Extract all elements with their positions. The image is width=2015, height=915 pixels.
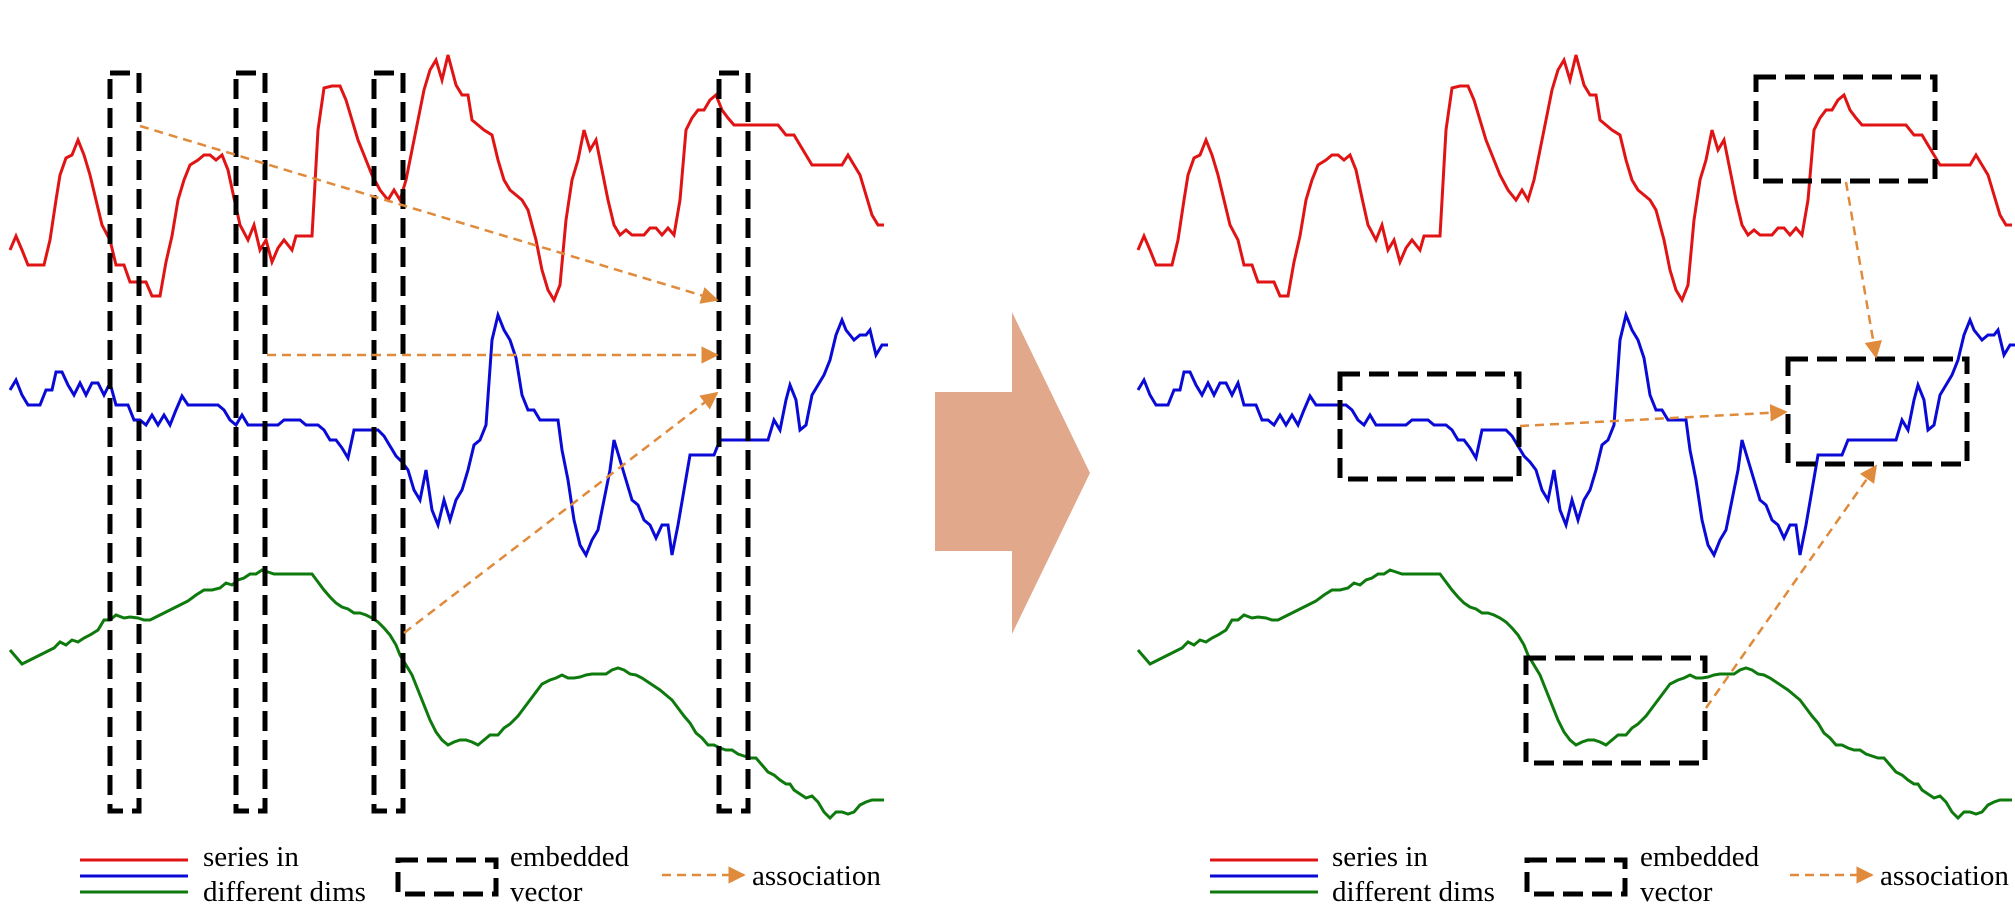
legend-embedded-label-1: embedded bbox=[1640, 841, 1760, 873]
blue-series-line bbox=[1136, 310, 2015, 559]
embedding-box bbox=[371, 70, 406, 814]
legend-series-label-1: series in bbox=[1332, 841, 1428, 873]
right-embedding-boxes bbox=[1337, 74, 1970, 766]
legend-series-label-2: different dims bbox=[1332, 876, 1495, 908]
embedding-box bbox=[716, 70, 751, 814]
embedding-box bbox=[1523, 655, 1708, 766]
green-series-line bbox=[1136, 568, 2012, 821]
embedding-boxes bbox=[107, 70, 751, 814]
association-arrow bbox=[1844, 181, 1882, 359]
legend-embedded-label-2: vector bbox=[1640, 876, 1713, 908]
embedding-box bbox=[1785, 356, 1970, 467]
right-panel bbox=[1136, 54, 2015, 821]
legend-left: series in different dims embedded vector… bbox=[80, 841, 881, 908]
legend-embedding-box bbox=[395, 857, 499, 897]
association-arrow bbox=[139, 124, 719, 304]
association-arrow bbox=[1519, 404, 1788, 428]
embedding-box bbox=[1753, 74, 1938, 184]
legend-association-label: association bbox=[752, 860, 881, 892]
transition-arrow bbox=[935, 312, 1090, 634]
right-association-arrows bbox=[1519, 181, 1882, 709]
red-series-line bbox=[8, 54, 884, 304]
legend-series-label-1: series in bbox=[203, 841, 299, 873]
legend-right: series in different dims embedded vector… bbox=[1210, 841, 2009, 908]
blue-series-line bbox=[8, 310, 888, 559]
embedding-box bbox=[1337, 371, 1522, 482]
legend-association-label: association bbox=[1880, 860, 2009, 892]
legend-embedding-box bbox=[1524, 857, 1628, 897]
association-arrow bbox=[1704, 464, 1878, 709]
association-arrow bbox=[403, 391, 719, 634]
legend-series-label-2: different dims bbox=[203, 876, 366, 908]
association-arrows bbox=[139, 124, 719, 634]
embedding-box bbox=[107, 70, 142, 814]
embedding-box bbox=[233, 70, 268, 814]
red-series-line bbox=[1136, 54, 2012, 304]
legend-embedded-label-1: embedded bbox=[510, 841, 630, 873]
left-panel: series in different dims embedded vector… bbox=[8, 54, 888, 908]
legend-embedded-label-2: vector bbox=[510, 876, 583, 908]
